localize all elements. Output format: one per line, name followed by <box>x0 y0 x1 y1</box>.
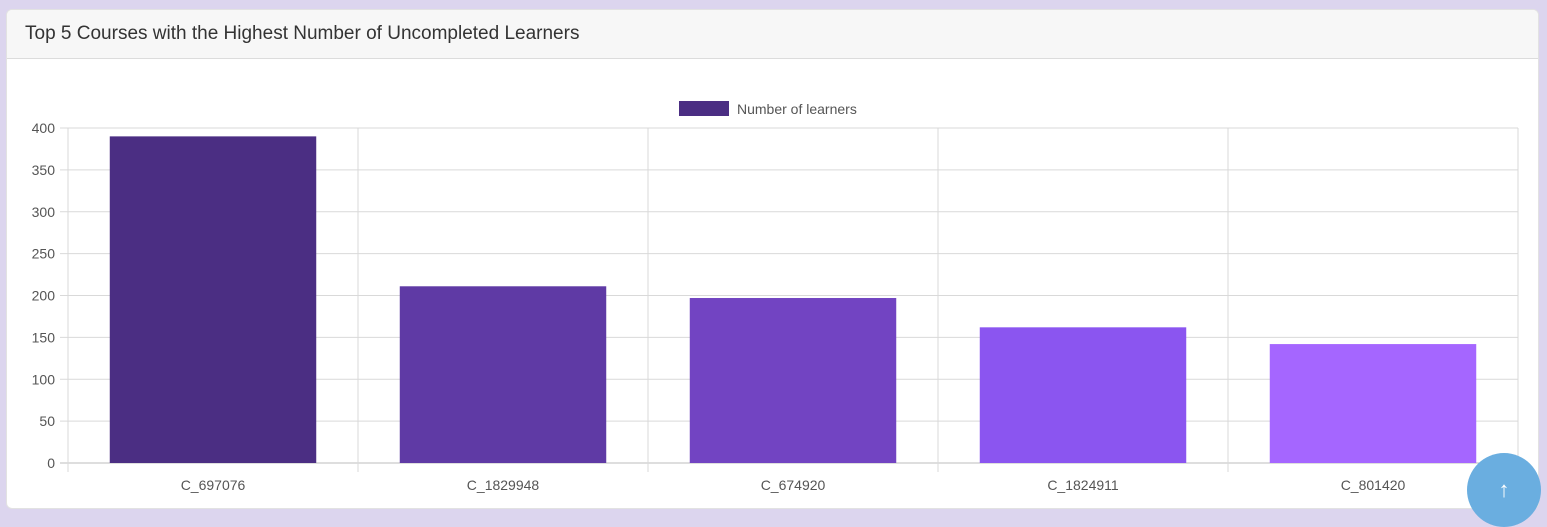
arrow-up-icon: ↑ <box>1498 477 1510 502</box>
x-tick-label: C_674920 <box>761 477 826 493</box>
y-tick-label: 350 <box>32 162 56 178</box>
chart-card: Top 5 Courses with the Highest Number of… <box>6 9 1539 509</box>
bar-chart: 0 50 100 150 200 250 300 350 400 C_697076 C_182994… <box>32 101 1519 493</box>
legend-label: Number of learners <box>737 101 857 117</box>
legend-swatch <box>679 101 729 116</box>
y-tick-label: 50 <box>39 413 55 429</box>
bar-c_674920 <box>689 298 897 463</box>
x-tick-label: C_697076 <box>181 477 246 493</box>
y-tick-label: 0 <box>47 455 55 471</box>
x-tick-label: C_801420 <box>1341 477 1406 493</box>
y-tick-label: 150 <box>32 329 56 345</box>
y-tick-label: 300 <box>32 204 56 220</box>
chart-area: 0 50 100 150 200 250 300 350 400 C_697076 C_182994… <box>7 59 1538 508</box>
y-tick-label: 200 <box>32 288 56 304</box>
x-tick-label: C_1824911 <box>1047 477 1119 493</box>
y-tick-label: 400 <box>32 120 56 136</box>
x-tick-label: C_1829948 <box>467 477 540 493</box>
scroll-to-top-button[interactable]: ↑ <box>1467 453 1541 527</box>
bar-c_801420 <box>1269 344 1477 463</box>
bar-c_1829948 <box>399 286 607 463</box>
bar-c_1824911 <box>979 327 1187 463</box>
card-title: Top 5 Courses with the Highest Number of… <box>25 23 580 44</box>
y-tick-label: 100 <box>32 371 56 387</box>
y-tick-label: 250 <box>32 246 56 262</box>
bar-c_697076 <box>109 136 317 463</box>
card-header: Top 5 Courses with the Highest Number of… <box>7 10 1538 59</box>
